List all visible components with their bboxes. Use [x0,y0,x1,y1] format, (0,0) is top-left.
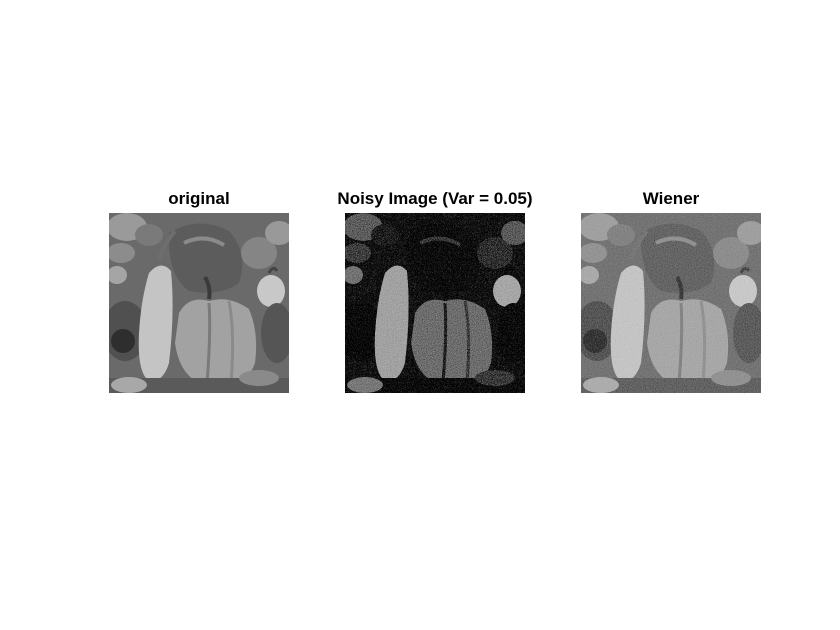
original-image [109,213,289,393]
wiener-image [581,213,761,393]
panel-title-noisy: Noisy Image (Var = 0.05) [337,189,533,208]
panel-title-original: original [168,189,230,208]
noisy-image [345,213,525,393]
panel-title-wiener: Wiener [642,189,700,208]
